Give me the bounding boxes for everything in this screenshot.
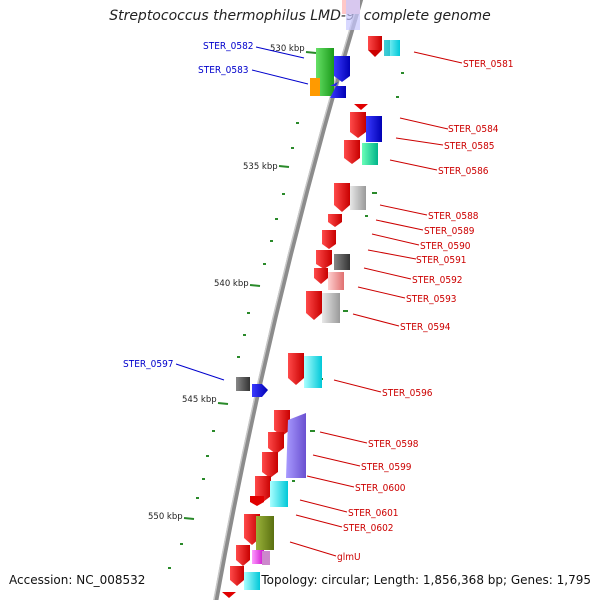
tick-label: 545 kbp (182, 395, 217, 405)
gene-label: STER_0599 (361, 462, 412, 473)
gene-label: STER_0591 (416, 255, 467, 266)
gene-label: STER_0586 (438, 166, 489, 177)
gene-label: STER_0597 (123, 359, 174, 370)
gene-label: STER_0592 (412, 275, 463, 286)
gene-label: STER_0593 (406, 294, 457, 305)
gene-label: STER_0581 (463, 59, 514, 70)
genome-title: Streptococcus thermophilus LMD-9, comple… (109, 8, 491, 24)
gene-label: STER_0600 (355, 483, 406, 494)
genome-summary: Topology: circular; Length: 1,856,368 bp… (261, 573, 591, 587)
gene-label: STER_0601 (348, 508, 399, 519)
accession-label: Accession: NC_008532 (9, 573, 146, 587)
gene-label: glmU (337, 552, 361, 563)
gene-label: STER_0583 (198, 65, 249, 76)
genome-backbone (213, 0, 364, 600)
tick-label: 540 kbp (214, 279, 249, 289)
gene-label: STER_0584 (448, 124, 499, 135)
gene-label: STER_0589 (424, 226, 475, 237)
genome-backbone-highlight (213, 0, 360, 600)
gene-blocks (236, 0, 400, 590)
tick-label: 535 kbp (243, 162, 278, 172)
gene-label: STER_0588 (428, 211, 479, 222)
gene-label: STER_0594 (400, 322, 451, 333)
scale-ticks (183, 51, 317, 520)
tick-label: 530 kbp (270, 44, 305, 54)
gene-label: STER_0596 (382, 388, 433, 399)
gene-label: STER_0598 (368, 439, 419, 450)
gene-label: STER_0602 (343, 523, 394, 534)
gene-label: STER_0590 (420, 241, 471, 252)
gene-label: STER_0585 (444, 141, 495, 152)
reverse-genes (222, 36, 382, 598)
gene-label: STER_0582 (203, 41, 254, 52)
tick-label: 550 kbp (148, 512, 183, 522)
